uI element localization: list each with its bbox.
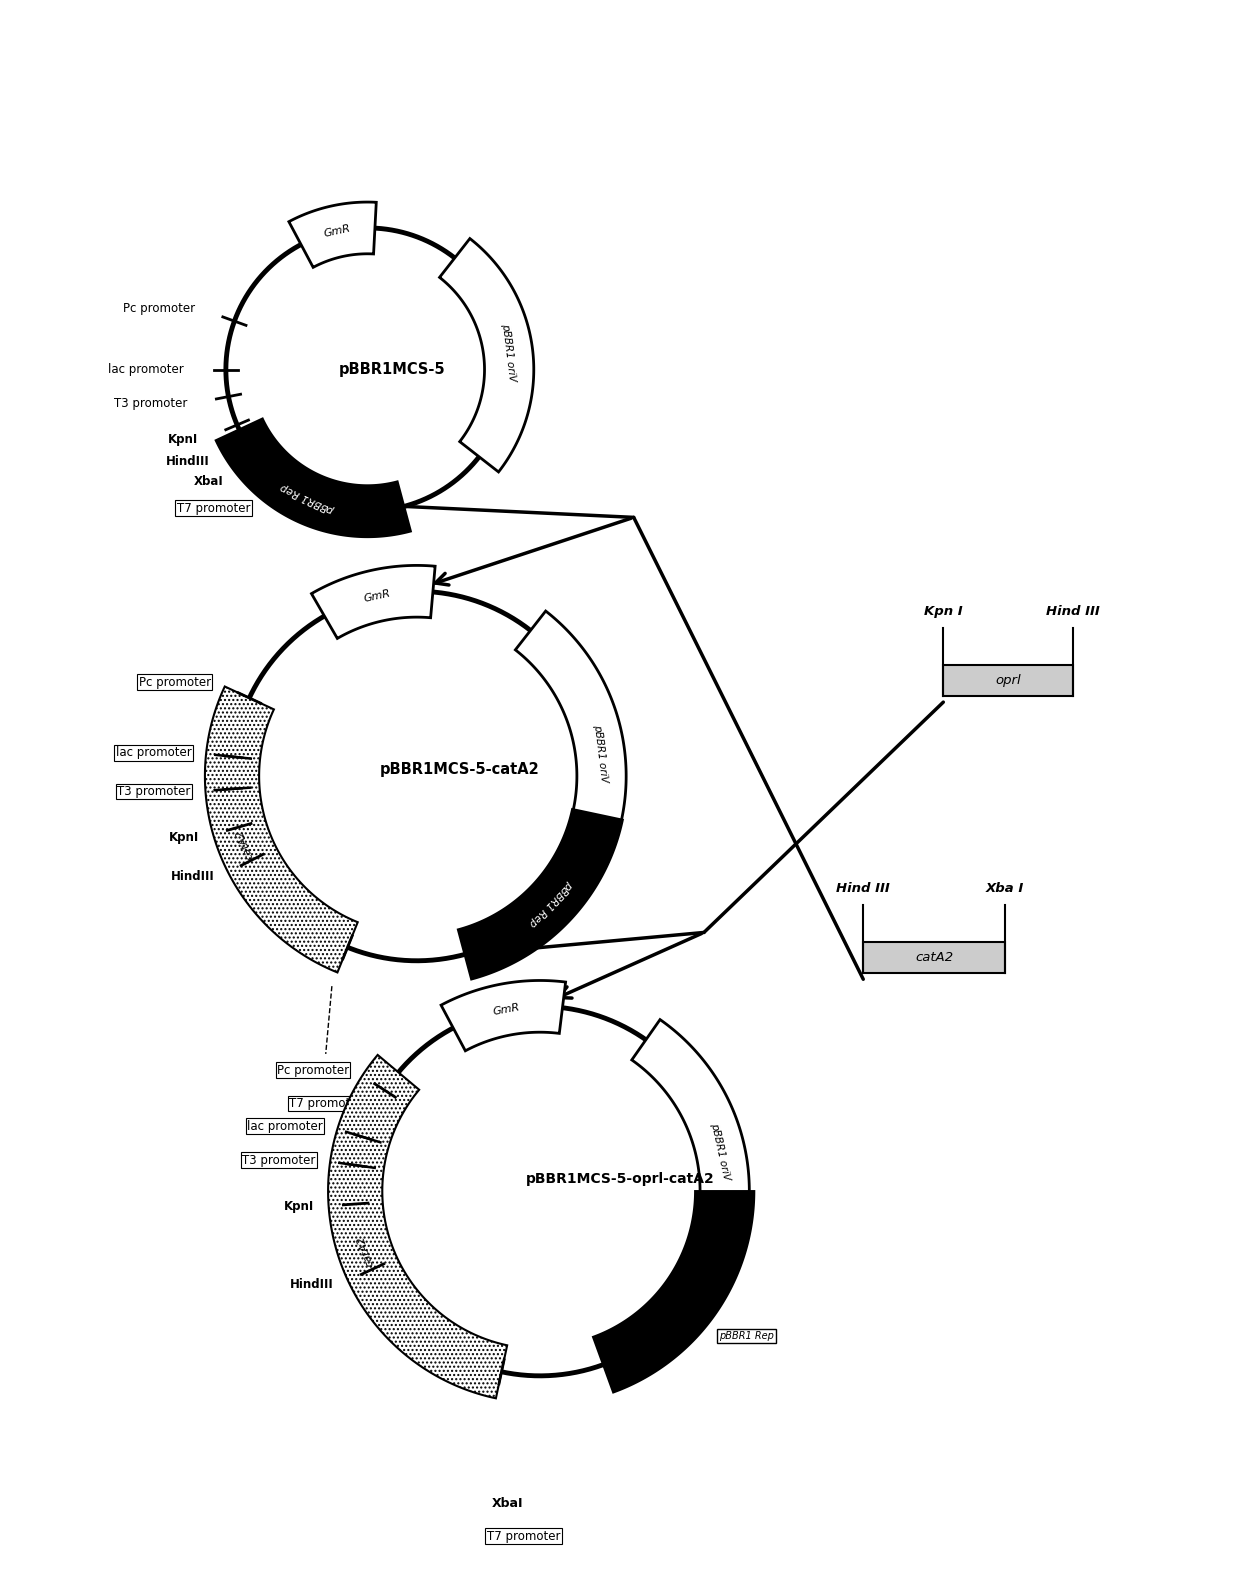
Polygon shape [593, 1192, 754, 1392]
Text: lac promoter: lac promoter [247, 1120, 322, 1133]
Polygon shape [441, 980, 565, 1050]
Text: T3 promoter: T3 promoter [242, 1154, 315, 1166]
Text: pBBR1 oriV: pBBR1 oriV [500, 323, 517, 381]
Text: KpnI: KpnI [167, 432, 198, 447]
Polygon shape [205, 686, 357, 972]
Text: lac promoter: lac promoter [108, 362, 184, 377]
Text: T3 promoter: T3 promoter [118, 785, 191, 798]
Text: T7 promoter: T7 promoter [176, 502, 250, 515]
Text: Xba I: Xba I [986, 882, 1024, 896]
Text: lac promoter: lac promoter [115, 747, 191, 760]
Text: catA2: catA2 [234, 826, 255, 861]
Text: pBBR1 oriV: pBBR1 oriV [709, 1122, 732, 1181]
Text: T7 promoter: T7 promoter [487, 1530, 560, 1543]
Text: pBBR1MCS-5-oprl-catA2: pBBR1MCS-5-oprl-catA2 [526, 1171, 714, 1185]
Text: oprl: oprl [996, 674, 1021, 686]
Text: Kpn I: Kpn I [924, 605, 962, 618]
Text: HindIII: HindIII [171, 871, 215, 883]
Polygon shape [439, 238, 533, 472]
Text: pBBR1 Rep: pBBR1 Rep [527, 879, 574, 928]
Text: GmR: GmR [362, 588, 391, 604]
Text: Pc promoter: Pc promoter [277, 1065, 350, 1077]
Bar [863, 942, 1004, 972]
Text: GmR: GmR [322, 224, 351, 238]
Text: catA2: catA2 [356, 1235, 376, 1268]
Text: XbaI: XbaI [492, 1497, 523, 1510]
Text: pBBR1 Rep: pBBR1 Rep [719, 1332, 774, 1341]
Polygon shape [311, 566, 435, 639]
Text: Pc promoter: Pc promoter [123, 302, 195, 315]
Text: pBBR1 oriV: pBBR1 oriV [591, 725, 609, 783]
Text: T3 promoter: T3 promoter [114, 397, 187, 410]
Text: GmR: GmR [492, 1003, 521, 1017]
Polygon shape [329, 1055, 507, 1398]
Polygon shape [458, 809, 622, 979]
Text: KpnI: KpnI [284, 1200, 314, 1212]
Text: Hind III: Hind III [836, 882, 890, 896]
Text: pBBR1 Rep: pBBR1 Rep [279, 481, 336, 515]
Text: XbaI: XbaI [311, 1066, 341, 1079]
Text: KpnI: KpnI [169, 831, 198, 844]
Text: pBBR1MCS-5: pBBR1MCS-5 [339, 362, 445, 377]
Text: HindIII: HindIII [166, 454, 210, 469]
Text: pBBR1MCS-5-catA2: pBBR1MCS-5-catA2 [379, 763, 539, 777]
Text: catA2: catA2 [915, 952, 954, 965]
Polygon shape [216, 418, 410, 537]
Polygon shape [289, 202, 376, 267]
Bar [944, 666, 1073, 696]
Text: XbaI: XbaI [193, 475, 223, 488]
Text: Pc promoter: Pc promoter [139, 675, 211, 688]
Text: HindIII: HindIII [290, 1278, 334, 1292]
Text: Hind III: Hind III [1045, 605, 1100, 618]
Polygon shape [516, 612, 626, 904]
Text: T7 promoter: T7 promoter [289, 1096, 362, 1111]
Polygon shape [632, 1020, 749, 1295]
